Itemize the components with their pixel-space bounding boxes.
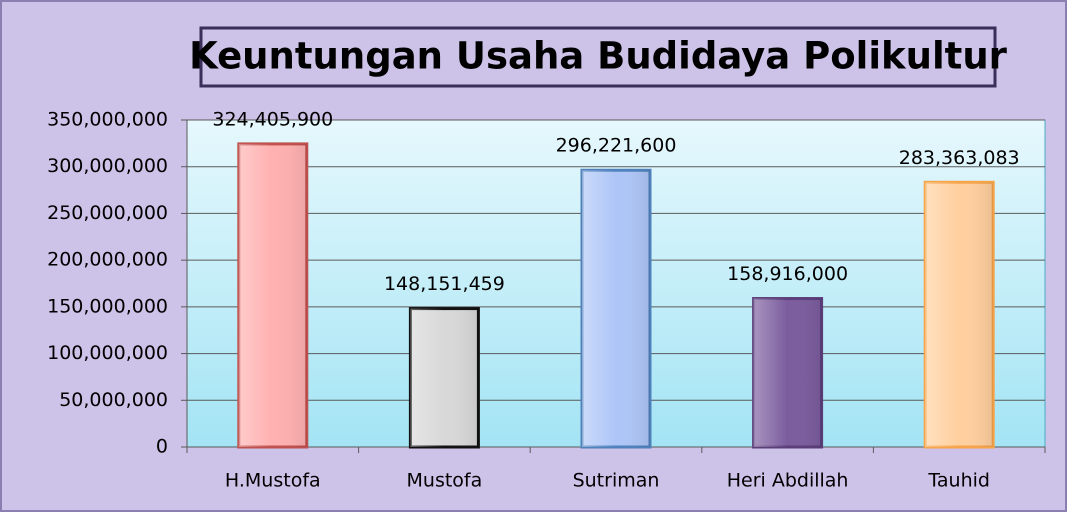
y-tick-label: 100,000,000 [47, 342, 168, 364]
x-tick-label: Heri Abdillah [727, 470, 849, 492]
y-tick-label: 300,000,000 [47, 155, 168, 177]
y-tick-label: 200,000,000 [47, 249, 168, 271]
y-tick-label: 50,000,000 [59, 389, 168, 411]
x-tick-label: Sutriman [573, 470, 660, 492]
bar-shine [925, 182, 994, 447]
title-box [199, 26, 997, 88]
data-label: 283,363,083 [899, 147, 1020, 169]
bar-shine [410, 308, 479, 447]
data-label: 148,151,459 [384, 273, 505, 295]
data-label: 158,916,000 [727, 263, 848, 285]
data-label: 296,221,600 [556, 135, 677, 157]
x-tick-label: H.Mustofa [225, 470, 321, 492]
y-tick-label: 350,000,000 [47, 109, 168, 131]
chart-title: Keuntungan Usaha Budidaya Polikultur [189, 35, 1008, 78]
bar-shine [238, 143, 307, 447]
y-tick-label: 150,000,000 [47, 295, 168, 317]
y-tick-label: 250,000,000 [47, 202, 168, 224]
x-tick-label: Tauhid [927, 470, 990, 492]
data-label: 324,405,900 [212, 108, 333, 130]
y-tick-label: 0 [156, 436, 168, 458]
bar-shine [582, 170, 650, 447]
x-tick-label: Mustofa [407, 470, 483, 492]
bar-shine [753, 298, 822, 447]
